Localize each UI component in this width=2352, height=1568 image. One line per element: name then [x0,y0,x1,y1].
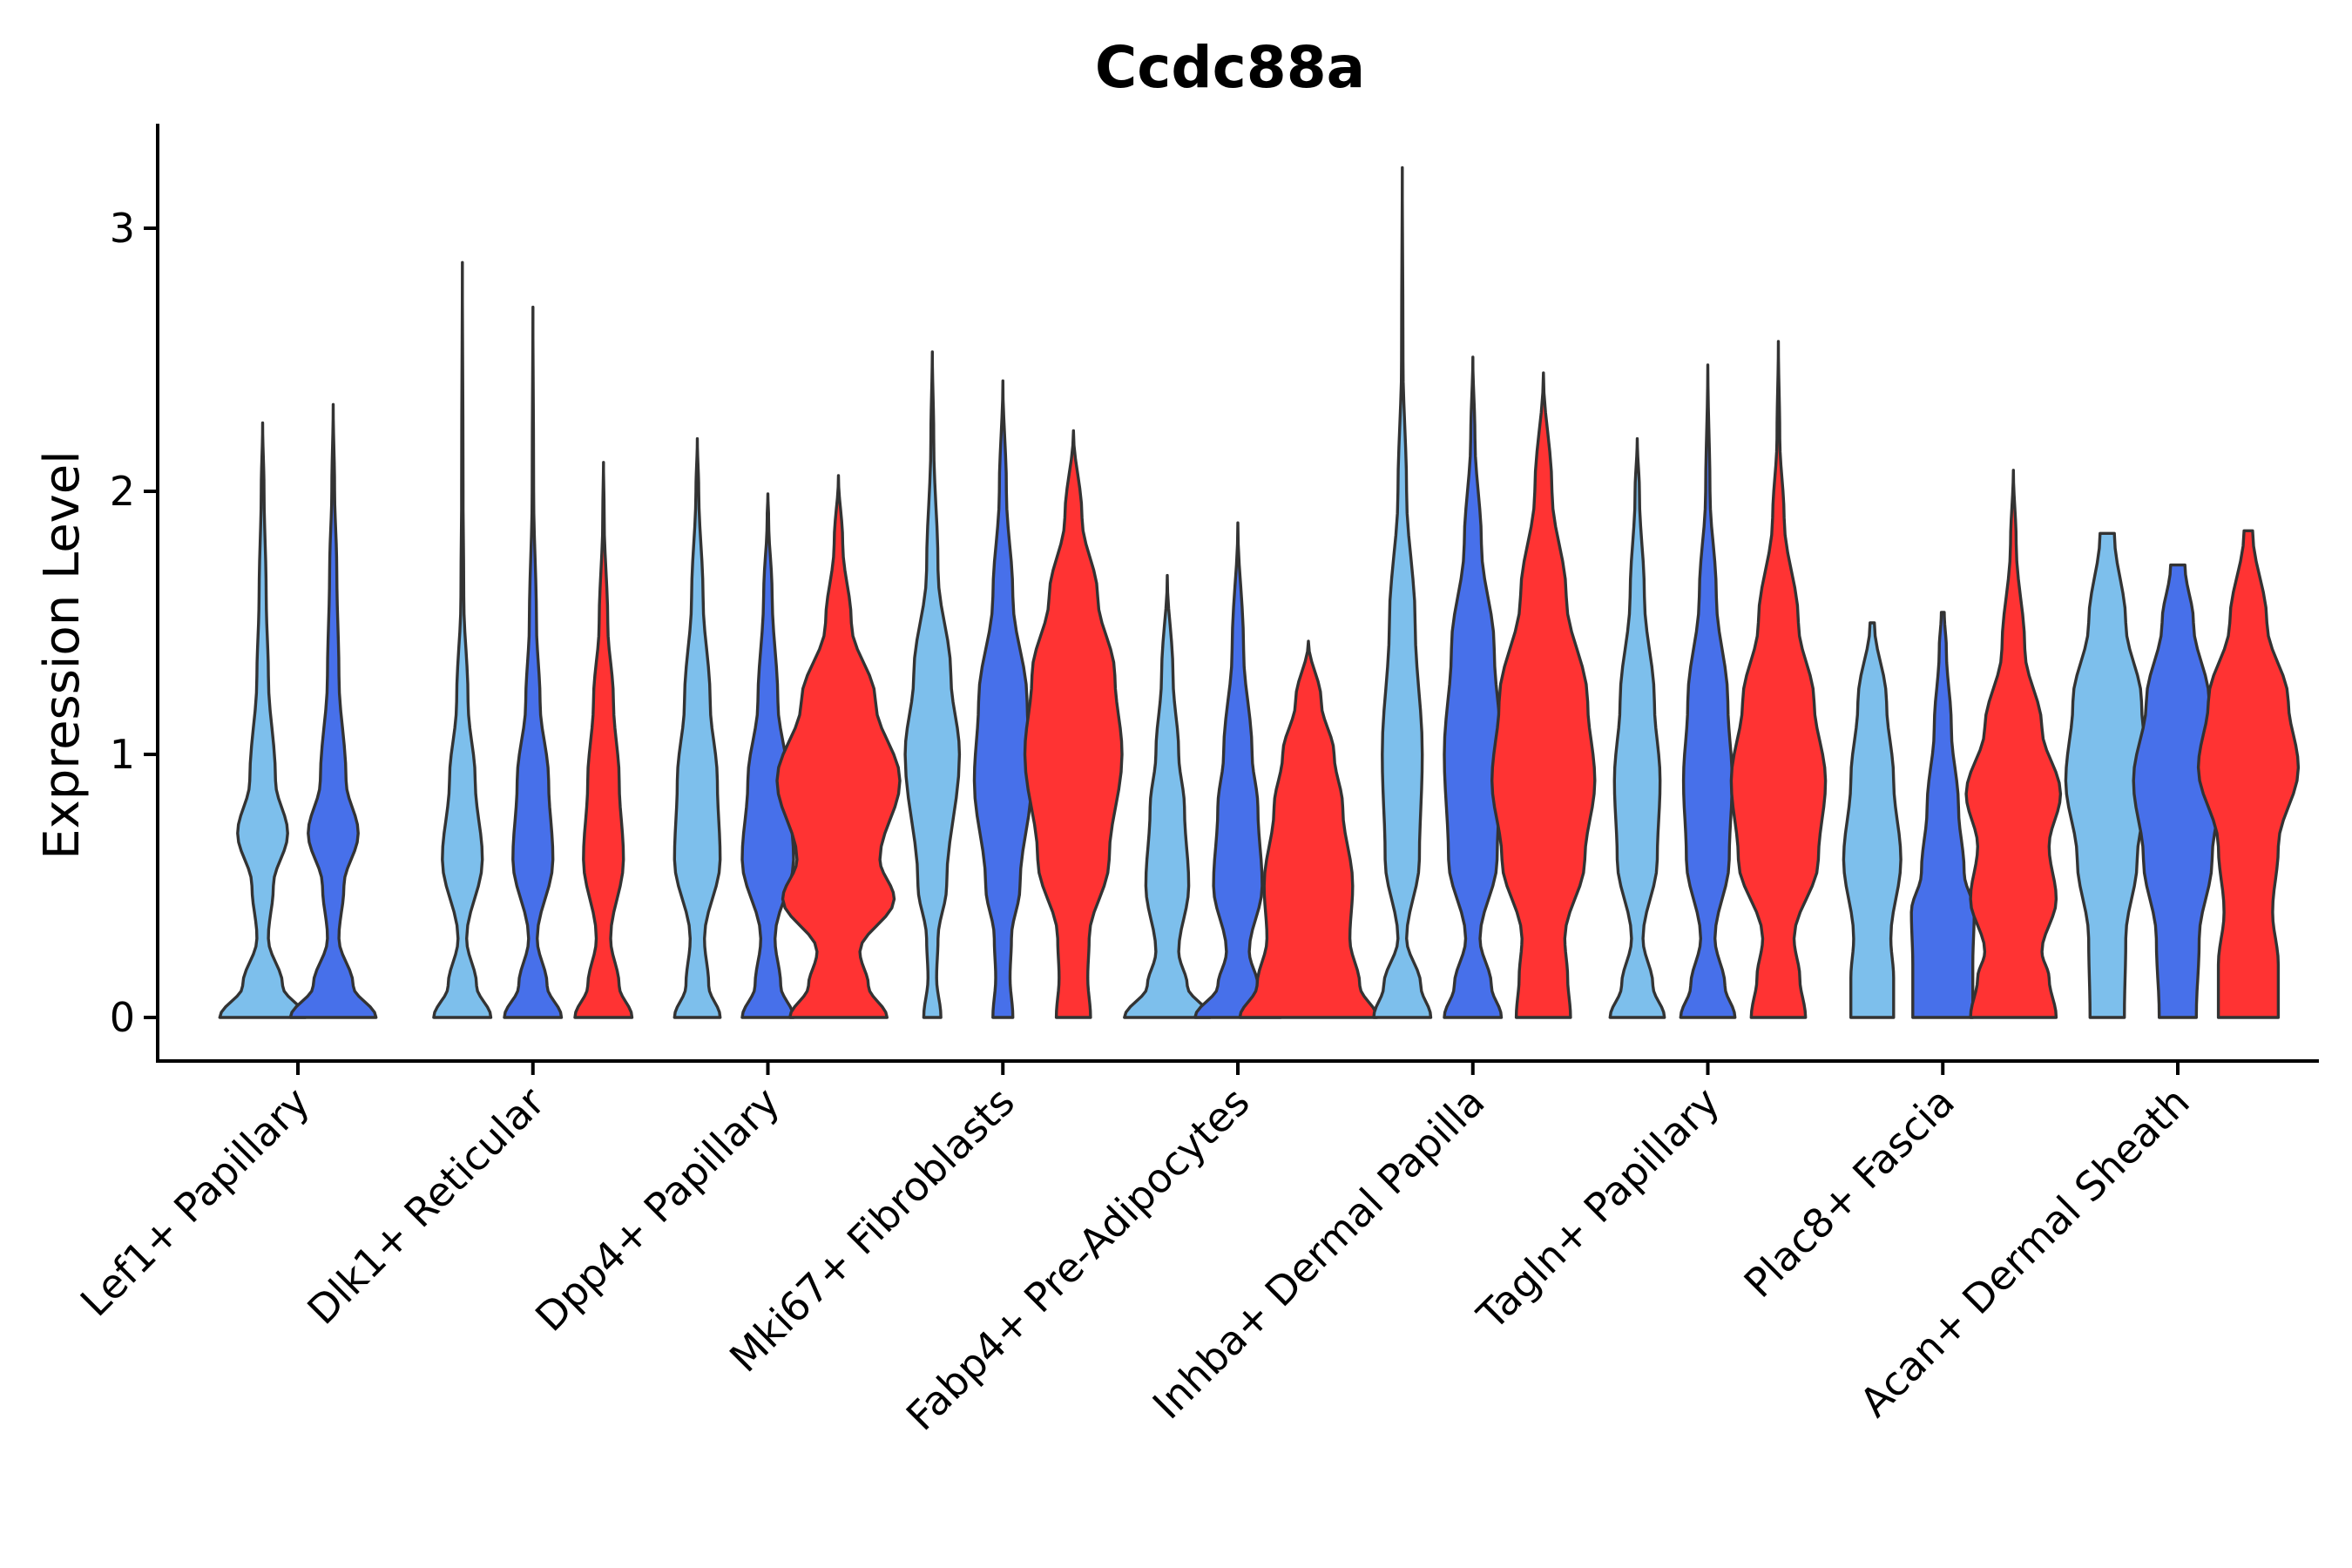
violin-1-series-1 [218,421,308,1019]
violin-2-series-1 [432,260,493,1019]
x-category-label: Plac8+ Fascia [1735,1078,1963,1307]
x-category-label: Lef1+ Papillary [71,1078,319,1326]
violin-2-series-2 [503,305,564,1019]
y-tick-label: 1 [110,731,135,778]
violin-6-series-1 [1372,166,1433,1019]
violin-7-series-1 [1608,436,1666,1019]
violin-6-series-2 [1443,355,1504,1019]
x-category-label: Tagln+ Papillary [1468,1078,1729,1340]
violin-layer [218,166,2301,1019]
violin-3-series-3 [775,474,902,1019]
x-category-label: Dlk1+ Reticular [298,1078,553,1334]
violin-8-series-3 [1964,469,2063,1019]
y-axis-ticks: 0 1 2 3 [110,205,158,1041]
violin-6-series-3 [1490,371,1597,1019]
y-axis-label: Expression Level [34,450,91,860]
violin-7-series-3 [1729,340,1828,1019]
violin-8-series-1 [1842,621,1903,1019]
violin-9-series-2 [2132,563,2224,1019]
violin-2-series-3 [573,461,634,1019]
violin-8-series-2 [1909,611,1976,1019]
violin-4-series-1 [903,350,962,1019]
violin-9-series-1 [2064,531,2151,1019]
violin-4-series-2 [972,379,1033,1019]
violin-5-series-1 [1123,573,1212,1019]
violin-5-series-2 [1193,521,1282,1019]
violin-4-series-3 [1023,429,1124,1019]
violin-5-series-3 [1238,639,1379,1019]
x-category-label: Dpp4+ Papillary [526,1078,788,1341]
chart-title: Ccdc88a [1095,34,1365,101]
violin-1-series-2 [288,402,378,1019]
violin-7-series-2 [1679,363,1737,1019]
y-tick-label: 0 [110,994,135,1041]
y-tick-label: 2 [110,468,135,515]
y-tick-label: 3 [110,205,135,252]
violin-9-series-3 [2196,529,2301,1019]
violin-3-series-1 [672,436,722,1019]
